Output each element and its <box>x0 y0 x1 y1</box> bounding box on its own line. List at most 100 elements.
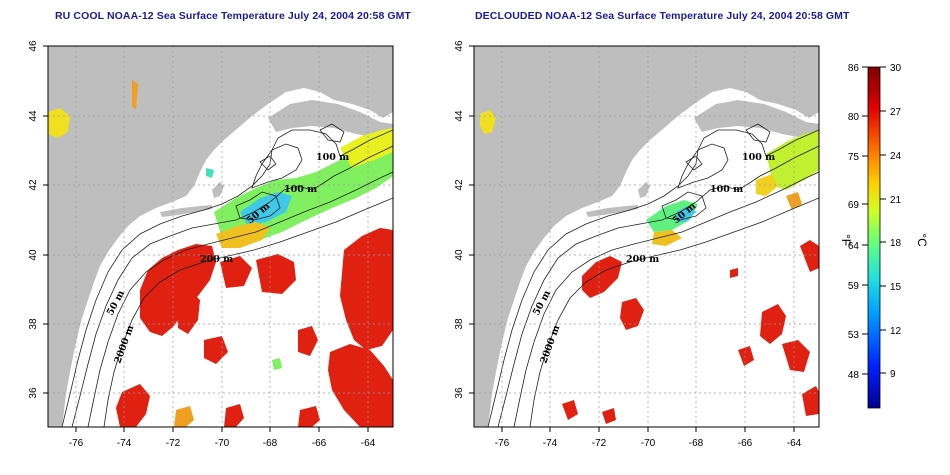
sst-patch <box>220 256 252 288</box>
celsius-tick-label: 21 <box>890 195 902 206</box>
sst-patch <box>340 228 393 350</box>
contour-label-100m: 100 m <box>316 152 349 163</box>
contour-line <box>235 191 281 221</box>
celsius-ticks <box>880 66 886 374</box>
sst-patch <box>802 386 819 416</box>
y-tick-label: 40 <box>454 249 465 261</box>
sst-patch <box>340 128 393 168</box>
x-tick-label: -68 <box>263 438 278 449</box>
bathymetry-contours <box>61 123 393 427</box>
right-panel-title: DECLOUDED NOAA-12 Sea Surface Temperatur… <box>475 10 850 22</box>
contour-line <box>259 155 277 171</box>
y-axis-ticks <box>43 45 48 394</box>
contour-label-100m: 100 m <box>284 184 317 195</box>
sst-patch <box>800 240 819 272</box>
right-map-panel: 100 m 100 m 50 m 200 m 50 m 2000 m -76 -… <box>454 40 820 449</box>
x-tick-label: -64 <box>787 438 802 449</box>
x-tick-label: -70 <box>641 438 656 449</box>
x-tick-label: -64 <box>361 438 376 449</box>
left-map-panel: 100 m 100 m 50 m 200 m 50 m 2000 m -76 -… <box>28 40 394 449</box>
contour-label-100m: 100 m <box>710 184 743 195</box>
x-tick-label: -74 <box>117 438 132 449</box>
cape-cod <box>212 182 224 198</box>
colorbar-ramp <box>867 66 881 409</box>
y-tick-label: 44 <box>28 110 39 122</box>
fahrenheit-tick-label: 80 <box>848 112 860 123</box>
contour-label-200m: 200 m <box>200 254 233 265</box>
contour-line <box>661 191 707 221</box>
celsius-tick-label: 9 <box>890 369 896 380</box>
x-tick-label: -68 <box>689 438 704 449</box>
celsius-tick-label: 15 <box>890 282 902 293</box>
sst-patch <box>256 254 296 294</box>
x-tick-label: -76 <box>69 438 84 449</box>
y-tick-label: 40 <box>28 249 39 261</box>
land-mass <box>48 46 393 427</box>
bathymetry-contours <box>487 123 819 427</box>
contour-label-200m: 200 m <box>626 254 659 265</box>
land-mass <box>474 46 819 427</box>
y-tick-label: 46 <box>28 40 39 52</box>
contour-line <box>497 145 819 427</box>
contour-line <box>319 123 345 143</box>
sst-patch <box>620 298 644 330</box>
sst-patch <box>756 174 778 196</box>
fahrenheit-tick-label: 48 <box>848 370 860 381</box>
sst-patch <box>766 130 819 190</box>
celsius-unit-label: °C <box>915 233 929 247</box>
sst-patch <box>140 244 216 336</box>
x-tick-label: -72 <box>592 438 607 449</box>
contour-line <box>71 145 393 427</box>
chesapeake-cut <box>504 286 522 330</box>
celsius-tick-label: 18 <box>890 238 902 249</box>
contour-line <box>87 171 393 427</box>
left-map-frame <box>47 45 394 428</box>
sst-patch <box>174 406 194 427</box>
sst-patch <box>738 346 754 366</box>
sst-patch <box>272 358 282 370</box>
x-tick-label: -74 <box>543 438 558 449</box>
fahrenheit-tick-label: 53 <box>848 330 860 341</box>
sst-patch <box>176 290 200 334</box>
nova-scotia <box>694 100 819 138</box>
y-tick-label: 46 <box>454 40 465 52</box>
sst-patch <box>116 384 150 427</box>
contour-line <box>677 143 729 189</box>
sst-patch <box>298 326 318 356</box>
sst-patch <box>298 406 320 427</box>
y-tick-label: 36 <box>28 387 39 399</box>
y-tick-label: 44 <box>454 110 465 122</box>
x-axis-ticks <box>501 427 795 432</box>
contour-line <box>529 197 819 427</box>
chesapeake-cut <box>78 286 96 330</box>
sst-patch <box>782 340 810 372</box>
contour-line <box>513 171 819 427</box>
left-panel-title: RU COOL NOAA-12 Sea Surface Temperature … <box>55 10 412 22</box>
x-tick-label: -66 <box>312 438 327 449</box>
sst-patch <box>240 192 292 226</box>
celsius-tick-label: 24 <box>890 151 902 162</box>
y-tick-label: 42 <box>454 179 465 191</box>
fahrenheit-unit-label: °F <box>839 234 853 246</box>
contour-line <box>745 123 771 143</box>
long-island <box>586 205 638 217</box>
sst-patch <box>676 206 696 222</box>
y-tick-label: 38 <box>28 318 39 330</box>
fahrenheit-ticks <box>862 66 868 375</box>
sst-data-left <box>48 80 393 427</box>
x-tick-label: -76 <box>495 438 510 449</box>
nova-scotia <box>268 100 393 138</box>
celsius-tick-label: 12 <box>890 326 902 337</box>
celsius-tick-label: 30 <box>890 63 902 74</box>
fahrenheit-tick-label: 64 <box>848 241 860 252</box>
sst-data-right <box>480 110 819 424</box>
sst-patch <box>730 268 738 278</box>
x-axis-ticks <box>75 427 369 432</box>
right-map-frame <box>473 45 820 428</box>
x-tick-label: -72 <box>166 438 181 449</box>
contour-label-100m: 100 m <box>742 152 775 163</box>
fahrenheit-tick-label: 69 <box>848 200 860 211</box>
cape-cod <box>638 182 650 198</box>
sst-patch <box>132 80 138 110</box>
colorbar: 86 80 75 69 64 59 53 48 30 27 24 21 18 1… <box>839 63 929 409</box>
